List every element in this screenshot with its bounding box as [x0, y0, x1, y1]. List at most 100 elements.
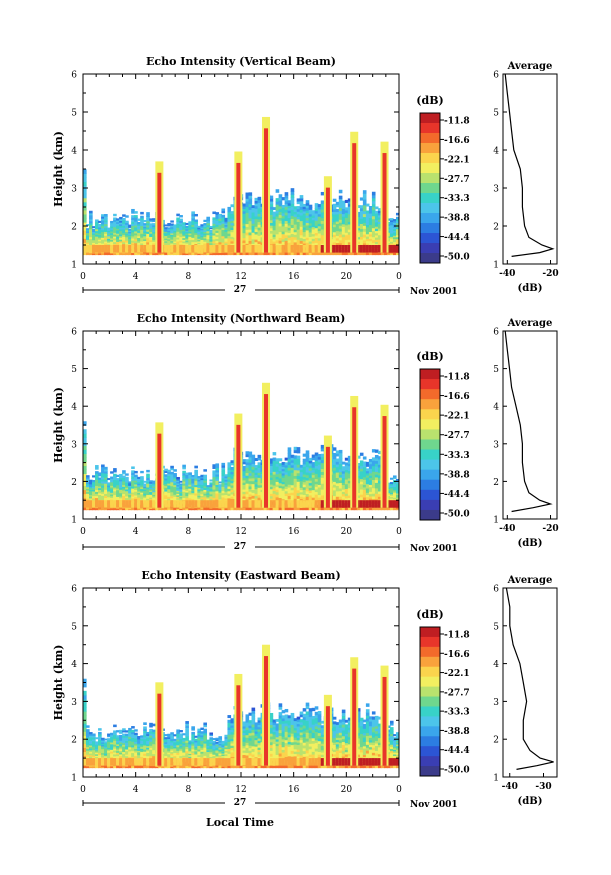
- heatmap-cell: [92, 508, 96, 511]
- heatmap-cell: [392, 228, 397, 231]
- heatmap-cell: [221, 492, 226, 496]
- heatmap-cell: [278, 485, 283, 489]
- heatmap-cell: [281, 207, 286, 211]
- heatmap-cell: [209, 493, 214, 496]
- heatmap-cell: [125, 478, 129, 481]
- heatmap-cell: [269, 198, 274, 202]
- heatmap-cell: [389, 242, 394, 246]
- heatmap-cell: [368, 245, 373, 253]
- heatmap-cell: [359, 236, 364, 240]
- heatmap-cell: [371, 471, 376, 475]
- heatmap-cell: [248, 223, 253, 227]
- heatmap-cell: [218, 492, 223, 495]
- heatmap-cell: [137, 476, 141, 479]
- heatmap-cell: [164, 491, 168, 494]
- heatmap-cell: [320, 223, 325, 227]
- heatmap-cell: [251, 495, 256, 499]
- heatmap-cell: [200, 500, 204, 508]
- heatmap-cell: [287, 242, 292, 246]
- heatmap-cell: [215, 463, 220, 467]
- heatmap-cell: [347, 218, 352, 222]
- heatmap-cell: [92, 744, 96, 747]
- heatmap-cell: [386, 252, 391, 256]
- heatmap-cell: [167, 483, 171, 486]
- heatmap-cell: [89, 224, 93, 228]
- heatmap-cell: [113, 232, 117, 235]
- heatmap-cell: [257, 489, 262, 493]
- heatmap-cell: [356, 236, 361, 240]
- heatmap-cell: [206, 224, 210, 228]
- heatmap-cell: [311, 479, 316, 483]
- colorbar-tick-label: -33.3: [444, 194, 470, 204]
- heatmap-cell: [131, 488, 135, 491]
- heatmap-cell: [335, 453, 340, 457]
- heatmap-cell: [122, 497, 126, 500]
- heatmap-cell: [137, 252, 141, 256]
- heatmap-cell: [95, 239, 99, 243]
- heatmap-cell: [173, 231, 177, 235]
- heatmap-cell: [146, 233, 150, 237]
- heatmap-cell: [167, 492, 171, 496]
- heatmap-cell: [203, 500, 207, 508]
- heatmap-cell: [179, 224, 183, 227]
- heatmap-cell: [194, 465, 198, 469]
- heatmap-cell: [125, 497, 129, 500]
- heatmap-cell: [149, 506, 153, 509]
- heatmap-cell: [305, 224, 310, 228]
- heatmap-cell: [203, 236, 207, 239]
- heatmap-cell: [374, 221, 379, 225]
- heatmap-cell: [89, 238, 93, 242]
- heatmap-cell: [290, 188, 295, 192]
- heatmap-cell: [89, 498, 93, 501]
- heatmap-cell: [302, 206, 307, 210]
- heatmap-cell: [317, 228, 322, 232]
- heatmap-cell: [197, 496, 201, 500]
- heatmap-cell: [185, 230, 189, 233]
- heatmap-cell: [104, 215, 108, 219]
- heatmap-cell: [242, 210, 247, 214]
- heatmap-cell: [311, 492, 316, 496]
- heatmap-cell: [215, 238, 220, 241]
- heatmap-cell: [98, 487, 102, 490]
- heatmap-cell: [305, 506, 310, 511]
- heatmap-cell: [341, 203, 346, 207]
- heatmap-cell: [209, 229, 214, 232]
- heatmap-cell: [308, 494, 313, 498]
- heatmap-cell: [275, 212, 280, 217]
- heatmap-cell: [359, 478, 364, 482]
- heatmap-cell: [86, 483, 90, 486]
- heatmap-cell: [194, 480, 198, 483]
- heatmap-cell: [128, 236, 132, 239]
- heatmap-cell: [95, 479, 99, 482]
- heatmap-cell: [359, 212, 364, 217]
- heatmap-cell: [278, 222, 283, 227]
- heatmap-cell: [368, 495, 373, 499]
- heatmap-cell: [104, 217, 108, 221]
- heatmap-cell: [116, 224, 120, 228]
- heatmap-cell: [299, 229, 304, 233]
- heatmap-cell: [143, 491, 147, 494]
- heatmap-cell: [173, 492, 177, 495]
- heatmap-cell: [212, 240, 217, 244]
- heatmap-cell: [374, 223, 379, 227]
- heatmap-cell: [293, 239, 298, 243]
- heatmap-cell: [287, 461, 292, 465]
- heatmap-cell: [314, 462, 319, 467]
- heatmap-cell: [218, 497, 223, 500]
- heatmap-cell: [89, 490, 93, 493]
- heatmap-cell: [176, 221, 180, 224]
- heatmap-cell: [212, 234, 217, 238]
- heatmap-cell: [149, 497, 153, 500]
- heatmap-cell: [128, 231, 132, 234]
- heatmap-cell: [188, 500, 192, 508]
- heatmap-cell: [209, 232, 214, 235]
- heatmap-cell: [377, 243, 382, 247]
- heatmap-cell: [116, 238, 120, 241]
- heatmap-cell: [245, 500, 250, 508]
- heatmap-cell: [377, 216, 382, 220]
- heatmap-cell: [359, 491, 364, 495]
- heatmap-cell: [278, 214, 283, 218]
- heatmap-cell: [203, 239, 207, 242]
- heatmap-cell: [281, 479, 286, 483]
- heatmap-cell: [272, 240, 277, 244]
